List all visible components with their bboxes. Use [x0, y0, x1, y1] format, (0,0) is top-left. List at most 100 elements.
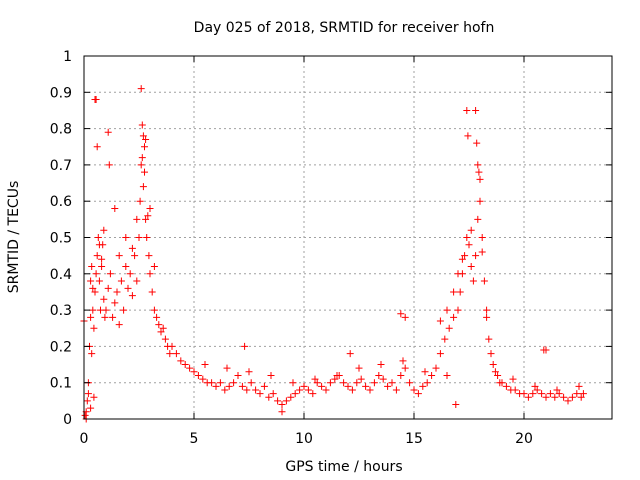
- data-point: [282, 397, 290, 405]
- data-point: [87, 313, 95, 321]
- data-point: [102, 306, 110, 314]
- data-point: [142, 135, 150, 143]
- x-axis-ticks: 0 5 10 15 20: [80, 56, 533, 447]
- data-point: [150, 306, 158, 314]
- data-point: [419, 382, 427, 390]
- data-point: [133, 215, 141, 223]
- data-point: [90, 324, 98, 332]
- data-point: [564, 397, 572, 405]
- data-point: [177, 357, 185, 365]
- data-point: [458, 255, 466, 263]
- data-point: [150, 263, 158, 271]
- data-point: [577, 393, 585, 401]
- data-point: [472, 106, 480, 114]
- data-point: [291, 390, 299, 398]
- data-point: [487, 350, 495, 358]
- data-point: [88, 263, 96, 271]
- data-point: [491, 368, 499, 376]
- data-point: [483, 313, 491, 321]
- data-point: [104, 284, 112, 292]
- data-point: [113, 288, 121, 296]
- data-point: [181, 361, 189, 369]
- data-point: [538, 390, 546, 398]
- data-point: [318, 382, 326, 390]
- data-point: [95, 277, 103, 285]
- data-point: [115, 252, 123, 260]
- y-axis-label: SRMTID / TECUs: [6, 181, 22, 294]
- data-point: [377, 361, 385, 369]
- data-point: [476, 197, 484, 205]
- data-point: [133, 277, 141, 285]
- data-point: [216, 379, 224, 387]
- data-point: [190, 368, 198, 376]
- data-point: [208, 379, 216, 387]
- x-tick-label: 20: [515, 431, 533, 447]
- x-tick-label: 5: [190, 431, 199, 447]
- data-point: [392, 386, 400, 394]
- data-point: [141, 143, 148, 151]
- data-point: [278, 400, 286, 408]
- data-point: [141, 168, 148, 176]
- data-point: [397, 310, 405, 318]
- data-point: [465, 241, 473, 249]
- data-point: [269, 390, 277, 398]
- data-point: [432, 364, 440, 372]
- data-point: [95, 241, 103, 249]
- data-point: [531, 382, 539, 390]
- data-point: [139, 183, 147, 191]
- data-point: [573, 390, 581, 398]
- data-point: [300, 382, 308, 390]
- data-point: [138, 121, 146, 129]
- data-point: [138, 154, 146, 162]
- data-point: [473, 139, 481, 147]
- data-point: [421, 368, 429, 376]
- data-point: [109, 313, 117, 321]
- y-tick-label: 0: [63, 412, 72, 428]
- y-tick-label: 0.2: [50, 339, 72, 355]
- data-point: [267, 371, 275, 379]
- data-point: [256, 390, 264, 398]
- data-point: [410, 386, 418, 394]
- data-point: [467, 263, 475, 271]
- data-point: [326, 379, 334, 387]
- data-point: [94, 234, 102, 241]
- data-point: [353, 379, 361, 387]
- data-point: [355, 364, 363, 372]
- data-point: [542, 346, 550, 354]
- data-point: [122, 234, 130, 241]
- data-point: [201, 361, 209, 369]
- data-point: [105, 161, 113, 169]
- data-point: [98, 263, 106, 271]
- data-point: [92, 96, 100, 104]
- data-point: [546, 390, 554, 398]
- data-point: [128, 292, 136, 300]
- data-point: [106, 270, 114, 278]
- data-point: [93, 143, 101, 151]
- data-point: [159, 324, 167, 332]
- data-point: [450, 313, 458, 321]
- data-point: [172, 350, 180, 358]
- data-point: [234, 371, 242, 379]
- data-point: [100, 295, 108, 303]
- data-point: [309, 390, 317, 398]
- data-point: [366, 386, 374, 394]
- data-point: [340, 379, 348, 387]
- data-point: [90, 393, 98, 401]
- data-point: [370, 379, 378, 387]
- data-point: [137, 85, 145, 93]
- data-point: [575, 382, 583, 390]
- data-point: [287, 393, 295, 401]
- data-point: [511, 386, 519, 394]
- data-point: [101, 313, 109, 321]
- data-point: [475, 168, 483, 176]
- data-point: [131, 252, 139, 260]
- data-point: [88, 350, 96, 358]
- data-point: [472, 252, 480, 260]
- data-point: [384, 382, 392, 390]
- data-point: [362, 382, 370, 390]
- data-point: [357, 375, 365, 383]
- data-point: [120, 306, 128, 314]
- data-point: [168, 342, 176, 350]
- data-point: [443, 306, 451, 314]
